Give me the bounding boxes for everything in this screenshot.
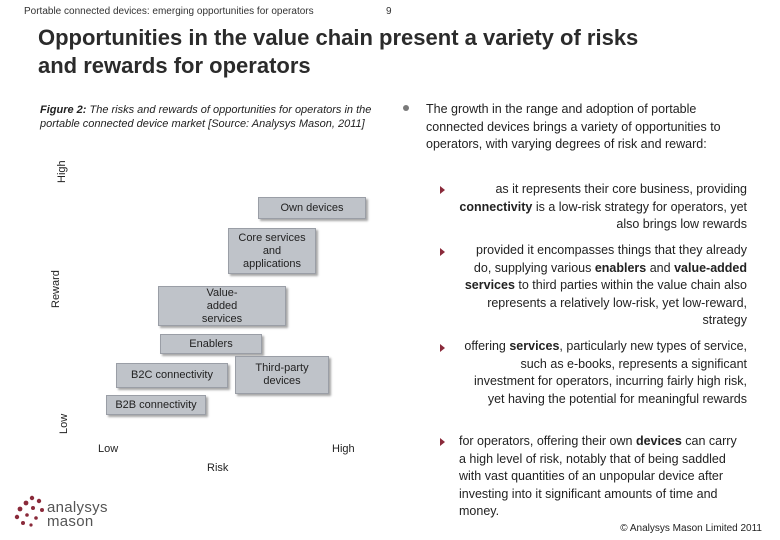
bullet-arrow-icon <box>440 438 445 446</box>
box-enablers: Enablers <box>160 334 262 354</box>
box-b2c-connectivity: B2C connectivity <box>116 363 228 388</box>
box-core-services: Core services and applications <box>228 228 316 274</box>
page-number: 9 <box>386 6 392 17</box>
figure-caption: Figure 2: The risks and rewards of oppor… <box>40 103 380 131</box>
box-third-party-devices: Third-party devices <box>235 356 329 394</box>
bullet-arrow-icon <box>440 186 445 194</box>
x-axis-low: Low <box>98 443 119 455</box>
figure-caption-text: The risks and rewards of opportunities f… <box>40 104 372 130</box>
y-axis-low: Low <box>58 413 70 434</box>
lead-bullet-icon <box>403 105 409 111</box>
analysys-mason-logo-icon <box>14 495 44 527</box>
x-axis-label: Risk <box>207 462 229 474</box>
header-subtitle: Portable connected devices: emerging opp… <box>24 6 314 17</box>
figure-caption-label: Figure 2: <box>40 104 87 116</box>
bullet-devices: for operators, offering their own device… <box>459 434 737 518</box>
bullet-services: offering services, particularly new type… <box>464 339 747 406</box>
logo-text-line-2: mason <box>47 513 94 530</box>
copyright: © Analysys Mason Limited 2011 <box>620 523 762 534</box>
y-axis-high: High <box>56 160 68 183</box>
bullet-arrow-icon <box>440 344 445 352</box>
page-title: Opportunities in the value chain present… <box>38 24 738 80</box>
bullet-connectivity: as it represents their core business, pr… <box>459 182 747 231</box>
bullet-arrow-icon <box>440 248 445 256</box>
box-own-devices: Own devices <box>258 197 366 219</box>
title-line-1: Opportunities in the value chain present… <box>38 25 639 50</box>
logo-text-line-1: analysys <box>47 499 108 516</box>
lead-paragraph: The growth in the range and adoption of … <box>426 102 721 151</box>
title-line-2: and rewards for operators <box>38 53 311 78</box>
y-axis-label: Reward <box>50 270 62 308</box>
bullet-enablers: provided it encompasses things that they… <box>464 243 747 327</box>
box-value-added-services: Value-added services <box>158 286 286 326</box>
box-b2b-connectivity: B2B connectivity <box>106 395 206 415</box>
x-axis-high: High <box>332 443 355 455</box>
